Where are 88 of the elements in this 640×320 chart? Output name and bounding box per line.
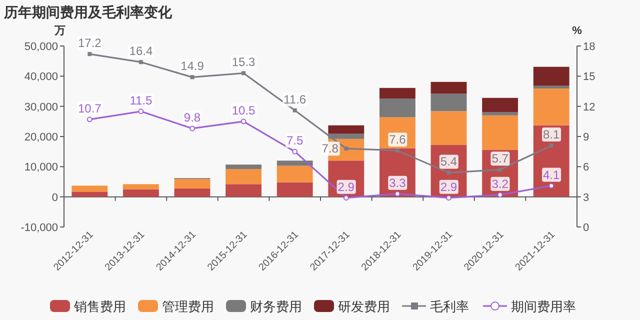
point bbox=[138, 108, 144, 114]
y-tick-label: 10,000 bbox=[24, 162, 58, 174]
point bbox=[190, 75, 194, 80]
bar bbox=[276, 166, 313, 182]
bar bbox=[430, 94, 467, 112]
y-tick-label: -10,000 bbox=[20, 222, 58, 234]
point bbox=[395, 148, 400, 153]
bar bbox=[226, 184, 262, 197]
data-label: 10.5 bbox=[232, 103, 256, 118]
data-label: 2.9 bbox=[338, 180, 355, 194]
bar bbox=[122, 184, 159, 190]
point bbox=[394, 191, 400, 197]
data-label: 7.8 bbox=[322, 142, 339, 156]
data-label: 5.4 bbox=[440, 154, 458, 169]
bar bbox=[72, 192, 108, 197]
data-label: 5.7 bbox=[492, 152, 509, 166]
point bbox=[344, 146, 348, 151]
bar bbox=[379, 98, 416, 118]
bar bbox=[276, 182, 313, 197]
bar bbox=[533, 66, 570, 86]
y2-tick-label: 3 bbox=[583, 192, 590, 204]
data-label: 15.3 bbox=[232, 55, 256, 70]
y2-tick-label: 15 bbox=[583, 71, 596, 84]
y-tick-label: 50,000 bbox=[24, 41, 58, 53]
legend-label: 毛利率 bbox=[430, 299, 469, 314]
data-label: 9.8 bbox=[184, 110, 201, 124]
bar bbox=[482, 98, 518, 112]
bar bbox=[226, 169, 262, 184]
legend-label: 财务费用 bbox=[250, 299, 302, 314]
bar bbox=[379, 88, 416, 98]
point bbox=[343, 195, 349, 201]
bar bbox=[276, 160, 313, 166]
point bbox=[497, 192, 503, 198]
y2-tick-label: 12 bbox=[583, 101, 596, 114]
bar bbox=[328, 125, 364, 134]
data-label: 10.7 bbox=[78, 101, 102, 116]
bar bbox=[430, 111, 467, 145]
bar bbox=[174, 188, 210, 197]
y-tick-label: 0 bbox=[52, 192, 58, 204]
bar bbox=[72, 186, 108, 192]
data-label: 17.2 bbox=[78, 36, 102, 50]
point bbox=[86, 116, 92, 122]
data-label: 16.4 bbox=[129, 44, 153, 58]
point bbox=[548, 183, 554, 188]
data-label: 2.9 bbox=[440, 180, 458, 194]
y2-tick-label: 0 bbox=[583, 222, 590, 234]
y-tick-label: 20,000 bbox=[24, 132, 58, 144]
point bbox=[88, 52, 92, 56]
bar bbox=[328, 134, 364, 139]
data-label: 11.5 bbox=[130, 93, 153, 108]
point bbox=[549, 144, 554, 148]
bar bbox=[174, 179, 210, 188]
y2-axis-title: % bbox=[572, 25, 582, 37]
legend-label: 期间费用率 bbox=[511, 299, 576, 314]
point bbox=[138, 60, 143, 64]
point bbox=[292, 108, 297, 112]
data-label: 7.6 bbox=[389, 132, 406, 147]
data-label: 14.9 bbox=[180, 59, 204, 74]
point bbox=[446, 195, 452, 201]
legend-label: 管理费用 bbox=[162, 299, 214, 314]
bar bbox=[533, 88, 570, 126]
y-axis-title: 万 bbox=[54, 25, 66, 37]
data-label: 11.6 bbox=[284, 92, 306, 106]
bar bbox=[482, 115, 518, 150]
y-tick-label: 30,000 bbox=[24, 101, 58, 114]
data-label: 8.1 bbox=[543, 128, 560, 142]
legend-label: 销售费用 bbox=[73, 299, 126, 314]
legend-label: 研发费用 bbox=[338, 299, 390, 314]
point bbox=[292, 148, 298, 154]
point bbox=[498, 168, 502, 172]
point bbox=[446, 170, 451, 175]
bar bbox=[482, 112, 518, 116]
bar bbox=[122, 189, 159, 197]
y2-tick-label: 9 bbox=[583, 132, 590, 144]
data-label: 4.1 bbox=[543, 168, 560, 182]
bar bbox=[533, 86, 570, 89]
point bbox=[240, 118, 246, 124]
bar bbox=[226, 164, 262, 170]
point bbox=[190, 126, 195, 132]
chart-title: 历年期间费用及毛利率变化 bbox=[3, 4, 173, 20]
data-label: 7.5 bbox=[286, 134, 304, 148]
y2-tick-label: 18 bbox=[583, 41, 596, 53]
bar bbox=[430, 82, 467, 94]
data-label: 3.3 bbox=[389, 176, 406, 190]
point bbox=[242, 71, 246, 76]
y-tick-label: 40,000 bbox=[24, 71, 58, 84]
y2-tick-label: 6 bbox=[583, 162, 590, 174]
data-label: 3.2 bbox=[492, 176, 509, 191]
